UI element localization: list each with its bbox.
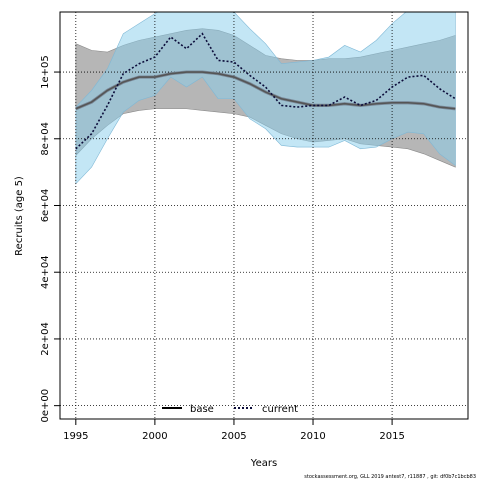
y-tick-label: 1e+05 <box>40 55 51 89</box>
x-tick-label: 2005 <box>221 431 246 442</box>
legend-label-base: base <box>190 404 214 415</box>
line-base <box>75 71 456 110</box>
footnote: stockassessment.org, GLL 2019 antest7, r… <box>304 474 476 480</box>
plot-frame <box>59 11 469 420</box>
y-tick-label: 8e+04 <box>40 122 51 156</box>
y-tick-label: 0e+00 <box>40 389 51 423</box>
legend: base current <box>162 404 298 415</box>
series-lines <box>75 32 456 150</box>
x-tick-label: 2015 <box>379 431 404 442</box>
x-tick-label: 2010 <box>300 431 325 442</box>
y-axis: 0e+00 2e+04 4e+04 6e+04 8e+04 1e+05 <box>40 55 60 422</box>
y-axis-title: Recruits (age 5) <box>14 176 25 256</box>
x-tick-label: 1995 <box>63 431 88 442</box>
legend-label-current: current <box>262 404 298 415</box>
x-tick-label: 2000 <box>142 431 167 442</box>
confidence-bands <box>75 12 456 185</box>
x-axis: 1995 2000 2005 2010 2015 <box>63 419 405 442</box>
y-tick-label: 2e+04 <box>40 322 51 356</box>
y-tick-label: 6e+04 <box>40 189 51 223</box>
x-axis-title: Years <box>250 458 277 469</box>
grid-lines <box>60 12 468 419</box>
line-current <box>75 32 456 150</box>
y-tick-label: 4e+04 <box>40 255 51 289</box>
band-current <box>75 12 456 185</box>
